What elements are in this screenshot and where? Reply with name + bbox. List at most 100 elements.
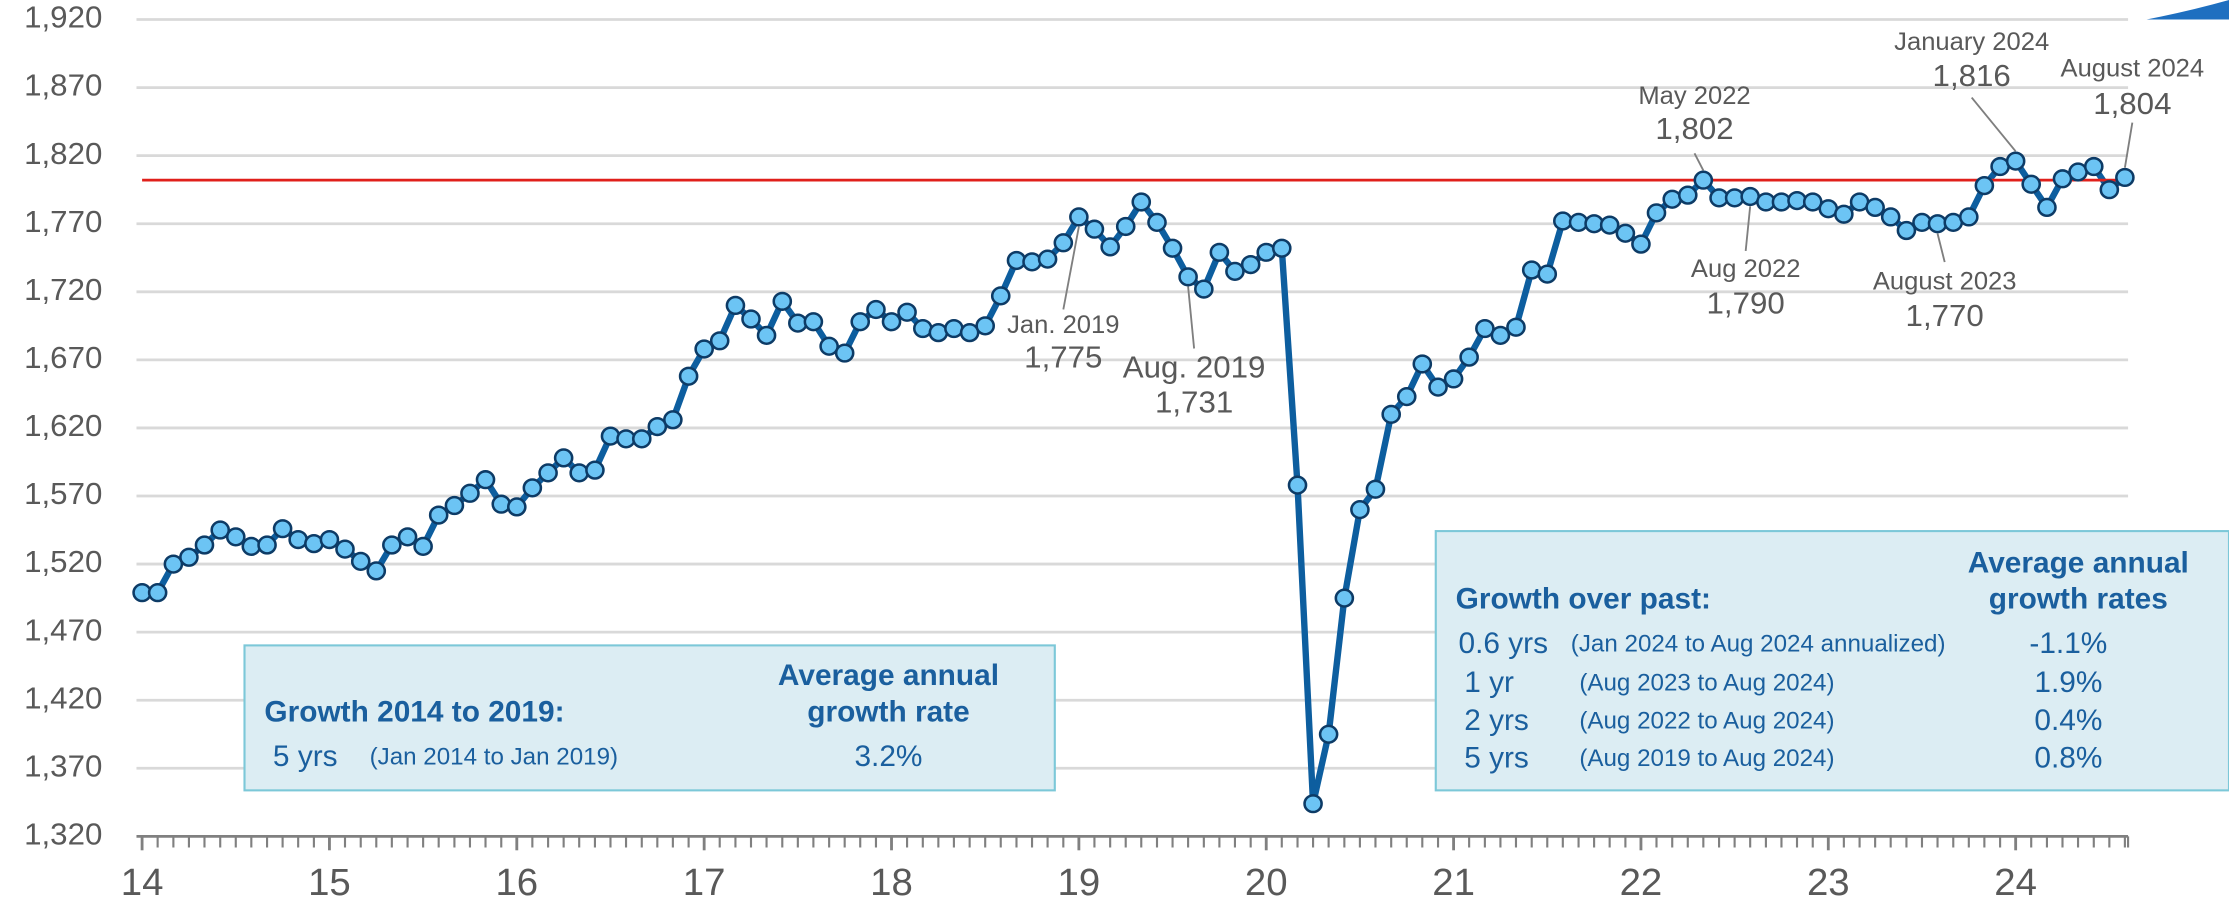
data-point [569, 463, 590, 483]
data-point [1069, 207, 1089, 227]
data-point [1693, 170, 1714, 190]
x-tick-label: 17 [683, 862, 726, 904]
data-point [1428, 377, 1448, 397]
data-point [350, 551, 371, 571]
data-point [1865, 197, 1885, 218]
data-point [1365, 479, 1386, 499]
y-tick-label: 1,370 [24, 749, 102, 784]
data-point [288, 529, 308, 550]
y-tick-label: 1,920 [24, 0, 102, 35]
data-point [272, 519, 293, 539]
data-point [257, 535, 277, 555]
annotation-date: Jan. 2019 [1007, 311, 1119, 339]
data-point [335, 539, 355, 559]
x-tick-label: 14 [121, 862, 164, 904]
info-box [1434, 530, 2229, 792]
box-rate: -1.1% [2029, 627, 2107, 660]
data-point [1646, 203, 1667, 223]
annotation-value: 1,775 [1024, 340, 1102, 375]
data-point [1396, 387, 1417, 407]
box-period: 2 yrs [1464, 704, 1529, 737]
data-point [741, 309, 761, 329]
data-point [163, 554, 184, 574]
data-point [990, 286, 1011, 306]
x-tick-label: 21 [1432, 862, 1475, 904]
data-point [444, 495, 465, 516]
x-tick-label: 23 [1807, 862, 1850, 904]
data-point [522, 478, 543, 498]
data-point [709, 331, 730, 351]
x-tick-label: 24 [1994, 862, 2037, 904]
data-point [1506, 317, 1526, 337]
data-point [475, 470, 496, 490]
data-point [975, 316, 996, 336]
data-point [366, 561, 387, 581]
annotation-value: 1,731 [1155, 385, 1233, 420]
data-point [772, 291, 793, 311]
y-tick-label: 1,670 [24, 340, 102, 375]
data-point [1100, 237, 1120, 257]
annotation-value: 1,816 [1933, 58, 2011, 93]
data-point [897, 302, 917, 322]
data-point [1677, 185, 1698, 205]
data-point [1037, 249, 1058, 269]
y-tick-label: 1,420 [24, 681, 102, 716]
y-tick-label: 1,870 [24, 68, 102, 103]
data-point [1162, 238, 1183, 258]
data-point [1537, 264, 1558, 284]
annotation-date: August 2023 [1873, 268, 2017, 296]
data-point [1553, 211, 1573, 231]
x-tick-label: 16 [495, 862, 538, 904]
data-point [1115, 216, 1136, 237]
box-title: Growth over past: [1456, 583, 1711, 616]
data-point [1334, 588, 1355, 608]
annotation-leader [1693, 152, 1705, 171]
data-point [147, 583, 168, 603]
data-point [2021, 174, 2042, 194]
data-point [1225, 261, 1245, 281]
y-tick-label: 1,520 [24, 544, 102, 579]
data-point [694, 339, 714, 359]
box-range: (Aug 2022 to Aug 2024) [1579, 708, 1834, 735]
annotation-leader [1062, 226, 1080, 310]
box-range: (Aug 2019 to Aug 2024) [1579, 745, 1834, 772]
data-point [1927, 214, 1948, 234]
data-point [585, 460, 605, 480]
data-point [725, 295, 746, 316]
x-tick-label: 19 [1058, 862, 1101, 904]
annotation-value: 1,770 [1906, 298, 1984, 333]
box-period: 5 yrs [273, 740, 338, 773]
data-point [428, 505, 449, 525]
data-point [803, 312, 824, 332]
box-period: 5 yrs [1464, 742, 1529, 775]
data-point [881, 312, 902, 332]
data-point [866, 299, 886, 320]
data-point [1880, 207, 1901, 227]
annotation-leader [1744, 206, 1752, 251]
data-point [1271, 238, 1292, 258]
y-tick-label: 1,820 [24, 136, 102, 171]
data-point [397, 527, 418, 547]
data-point [850, 312, 871, 332]
data-point [1974, 175, 1995, 196]
info-box [243, 644, 1056, 792]
data-point [678, 366, 699, 386]
x-tick-label: 20 [1245, 862, 1288, 904]
data-point [2037, 197, 2057, 218]
data-point [2052, 169, 2073, 189]
data-point [1147, 212, 1167, 232]
data-point [1303, 794, 1323, 814]
x-tick-label: 15 [308, 862, 351, 904]
data-point [538, 463, 558, 483]
y-tick-label: 1,470 [24, 613, 102, 648]
annotation-value: 1,804 [2093, 86, 2171, 121]
data-point [506, 497, 527, 517]
y-tick-label: 1,570 [24, 476, 102, 511]
data-point [631, 429, 652, 449]
box-rate: 3.2% [854, 740, 922, 773]
box-header: growth rate [807, 696, 969, 729]
data-point [1022, 252, 1042, 272]
data-point [663, 410, 683, 430]
data-point [1615, 223, 1636, 243]
